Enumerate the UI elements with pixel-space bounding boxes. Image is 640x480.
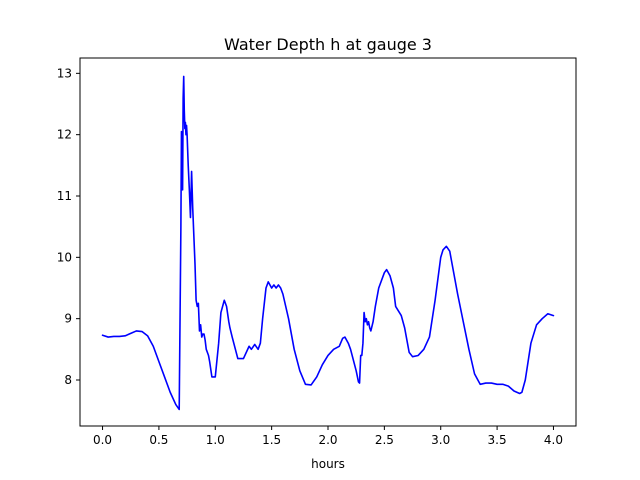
y-tick-label: 12 [57, 128, 72, 142]
x-tick-label: 3.0 [431, 433, 450, 447]
y-tick-label: 9 [64, 312, 72, 326]
y-axis: 8 9 10 11 12 13 [57, 66, 80, 387]
x-axis: 0.0 0.5 1.0 1.5 2.0 2.5 3.0 3.5 4.0 [93, 426, 563, 447]
x-tick-label: 0.5 [149, 433, 168, 447]
series-layer [101, 75, 555, 411]
chart-title: Water Depth h at gauge 3 [224, 35, 432, 54]
x-tick-label: 1.0 [206, 433, 225, 447]
x-tick-label: 4.0 [544, 433, 563, 447]
x-tick-label: 0.0 [93, 433, 112, 447]
series-line-0 [101, 75, 555, 411]
x-tick-label: 3.5 [488, 433, 507, 447]
y-tick-label: 11 [57, 189, 72, 203]
y-tick-label: 13 [57, 66, 72, 80]
x-tick-label: 2.5 [375, 433, 394, 447]
y-tick-label: 8 [64, 373, 72, 387]
y-tick-label: 10 [57, 250, 72, 264]
plot-area [80, 58, 576, 426]
x-axis-label: hours [311, 457, 345, 471]
x-tick-label: 1.5 [262, 433, 281, 447]
x-tick-label: 2.0 [318, 433, 337, 447]
